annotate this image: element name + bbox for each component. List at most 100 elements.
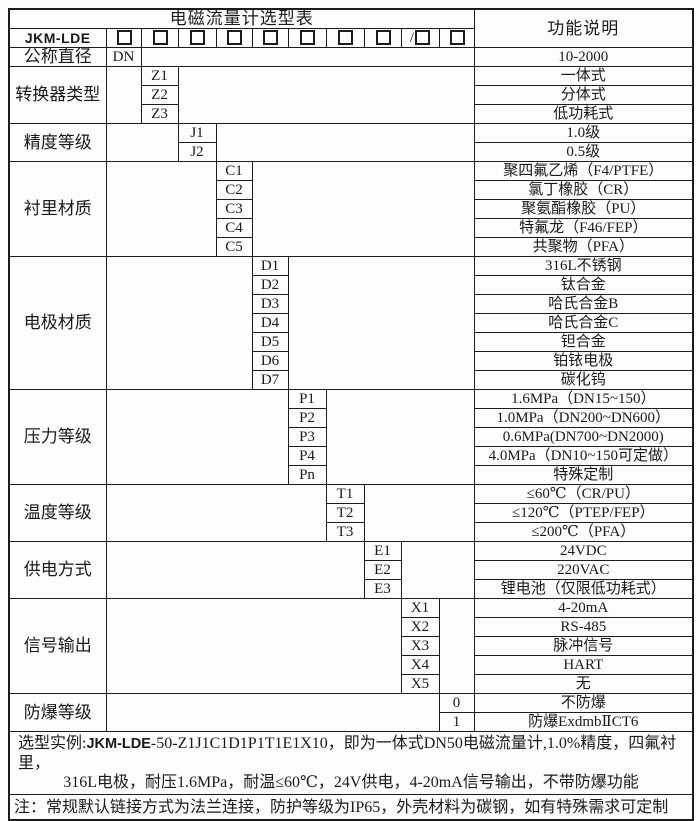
example-prefix: 选型实例: bbox=[18, 735, 87, 753]
option-code: D6 bbox=[251, 351, 289, 372]
empty-cell bbox=[105, 541, 365, 600]
empty-cell bbox=[105, 389, 289, 486]
checkbox[interactable] bbox=[415, 30, 431, 46]
option-desc: 铂铱电极 bbox=[473, 351, 694, 372]
option-row: D2 钛合金 bbox=[9, 275, 694, 296]
checkbox[interactable] bbox=[449, 30, 465, 46]
empty-cell bbox=[140, 47, 475, 68]
option-desc: 1.0级 bbox=[473, 123, 694, 144]
option-code: Pn bbox=[287, 465, 327, 486]
option-desc: 氯丁橡胶（CR） bbox=[473, 180, 694, 201]
option-code: D5 bbox=[251, 332, 289, 353]
group-label: 防爆等级 bbox=[8, 693, 107, 733]
option-code: P3 bbox=[287, 427, 327, 448]
option-row: 1 防爆ExdmbⅡCT6 bbox=[9, 712, 694, 733]
option-row: 压力等级 P1 1.6MPa（DN15~150） bbox=[8, 389, 694, 486]
example-line1: 选型实例:JKM-LDE-50-Z1J1C1D1P1T1E1X10，即为一体式D… bbox=[14, 734, 688, 773]
option-row: X4 HART bbox=[9, 655, 694, 676]
option-code: E3 bbox=[363, 579, 402, 600]
checkbox[interactable] bbox=[338, 30, 353, 46]
checkbox-cell bbox=[140, 27, 179, 49]
option-code: E2 bbox=[363, 560, 402, 581]
option-row: C2 氯丁橡胶（CR） bbox=[9, 180, 694, 201]
checkbox[interactable] bbox=[263, 30, 278, 46]
option-row: 防爆等级 0 不防爆 bbox=[8, 693, 694, 733]
option-desc: ≤60℃（CR/PU） bbox=[473, 484, 694, 505]
option-row: 衬里材质 C1 聚四氟乙烯（F4/PTFE） bbox=[8, 161, 694, 258]
empty-cell bbox=[251, 161, 475, 258]
option-code: X5 bbox=[400, 674, 440, 695]
checkbox-cell bbox=[177, 27, 217, 49]
option-desc: 1.0MPa（DN200~DN600） bbox=[473, 408, 694, 429]
empty-cell bbox=[105, 598, 402, 695]
selection-table: 电磁流量计选型表 功能说明 JKM-LDE / 公称直径 DN 10-2000 … bbox=[8, 8, 695, 821]
empty-cell bbox=[438, 598, 475, 695]
checkbox-cell bbox=[251, 27, 289, 49]
model-label: JKM-LDE bbox=[8, 27, 107, 49]
selection-sheet: 电磁流量计选型表 功能说明 JKM-LDE / 公称直径 DN 10-2000 … bbox=[8, 8, 700, 821]
slash-prefix: / bbox=[409, 30, 415, 46]
option-desc: 220VAC bbox=[473, 560, 694, 581]
option-code: X2 bbox=[400, 617, 440, 638]
empty-cell bbox=[105, 256, 253, 391]
option-row: 电极材质 D1 316L不锈钢 bbox=[8, 256, 694, 391]
param-label: 公称直径 bbox=[8, 47, 107, 68]
option-desc: RS-485 bbox=[473, 617, 694, 638]
option-desc: 一体式 bbox=[473, 66, 694, 87]
option-desc: 无 bbox=[473, 674, 694, 695]
option-desc: 特殊定制 bbox=[473, 465, 694, 486]
option-code: C1 bbox=[215, 161, 253, 182]
option-row: P3 0.6MPa(DN700~DN2000) bbox=[9, 427, 694, 448]
checkbox-cell bbox=[363, 27, 402, 49]
empty-cell bbox=[105, 693, 440, 733]
option-code: D2 bbox=[251, 275, 289, 296]
option-code: C2 bbox=[215, 180, 253, 201]
option-desc: 0.5级 bbox=[473, 142, 694, 163]
option-code: C4 bbox=[215, 218, 253, 239]
checkbox[interactable] bbox=[375, 30, 391, 46]
option-desc: 0.6MPa(DN700~DN2000) bbox=[473, 427, 694, 448]
option-row: Z3 低功耗式 bbox=[9, 104, 694, 125]
note-text: 注：常规默认链接方式为法兰连接，防护等级为IP65，外壳材料为碳钢，如有特殊需求… bbox=[8, 794, 694, 821]
option-row: P4 4.0MPa（DN10~150可定做） bbox=[9, 446, 694, 467]
option-desc: 共聚物（PFA） bbox=[473, 237, 694, 258]
option-row: 温度等级 T1 ≤60℃（CR/PU） bbox=[8, 484, 694, 543]
option-code: E1 bbox=[363, 541, 402, 562]
option-code: D3 bbox=[251, 294, 289, 315]
option-row: 转换器类型 Z1 一体式 bbox=[8, 66, 694, 125]
option-desc: 碳化钨 bbox=[473, 370, 694, 391]
option-code: Z3 bbox=[140, 104, 179, 125]
option-code: D7 bbox=[251, 370, 289, 391]
model-row: JKM-LDE / bbox=[8, 27, 693, 49]
function-desc-header: 功能说明 bbox=[473, 8, 694, 49]
option-desc: HART bbox=[473, 655, 694, 676]
group-label: 衬里材质 bbox=[8, 161, 107, 258]
checkbox[interactable] bbox=[300, 30, 315, 46]
option-code: 0 bbox=[438, 693, 475, 714]
option-code: C3 bbox=[215, 199, 253, 220]
option-code: T3 bbox=[325, 522, 365, 543]
group-label: 供电方式 bbox=[8, 541, 107, 600]
option-code: T2 bbox=[325, 503, 365, 524]
checkbox[interactable] bbox=[227, 30, 242, 46]
empty-cell bbox=[215, 123, 475, 163]
option-row: 供电方式 E1 24VDC bbox=[8, 541, 694, 600]
empty-cell bbox=[177, 66, 475, 125]
checkbox-cell: / bbox=[400, 27, 440, 49]
option-code: P1 bbox=[287, 389, 327, 410]
option-desc: 低功耗式 bbox=[473, 104, 694, 125]
group-label: 信号输出 bbox=[8, 598, 107, 695]
empty-cell bbox=[325, 389, 475, 486]
option-desc: 锂电池（仅限低功耗式） bbox=[473, 579, 694, 600]
option-desc: 聚四氟乙烯（F4/PTFE） bbox=[473, 161, 694, 182]
option-code: P2 bbox=[287, 408, 327, 429]
checkbox[interactable] bbox=[190, 30, 205, 46]
table-title: 电磁流量计选型表 bbox=[8, 8, 475, 29]
option-code: P4 bbox=[287, 446, 327, 467]
option-desc: 聚氨酯橡胶（PU） bbox=[473, 199, 694, 220]
checkbox[interactable] bbox=[152, 30, 168, 46]
option-code: Z1 bbox=[140, 66, 179, 87]
example-model: JKM-LDE bbox=[86, 736, 151, 753]
param-desc: 10-2000 bbox=[473, 47, 694, 68]
checkbox[interactable] bbox=[116, 30, 132, 46]
